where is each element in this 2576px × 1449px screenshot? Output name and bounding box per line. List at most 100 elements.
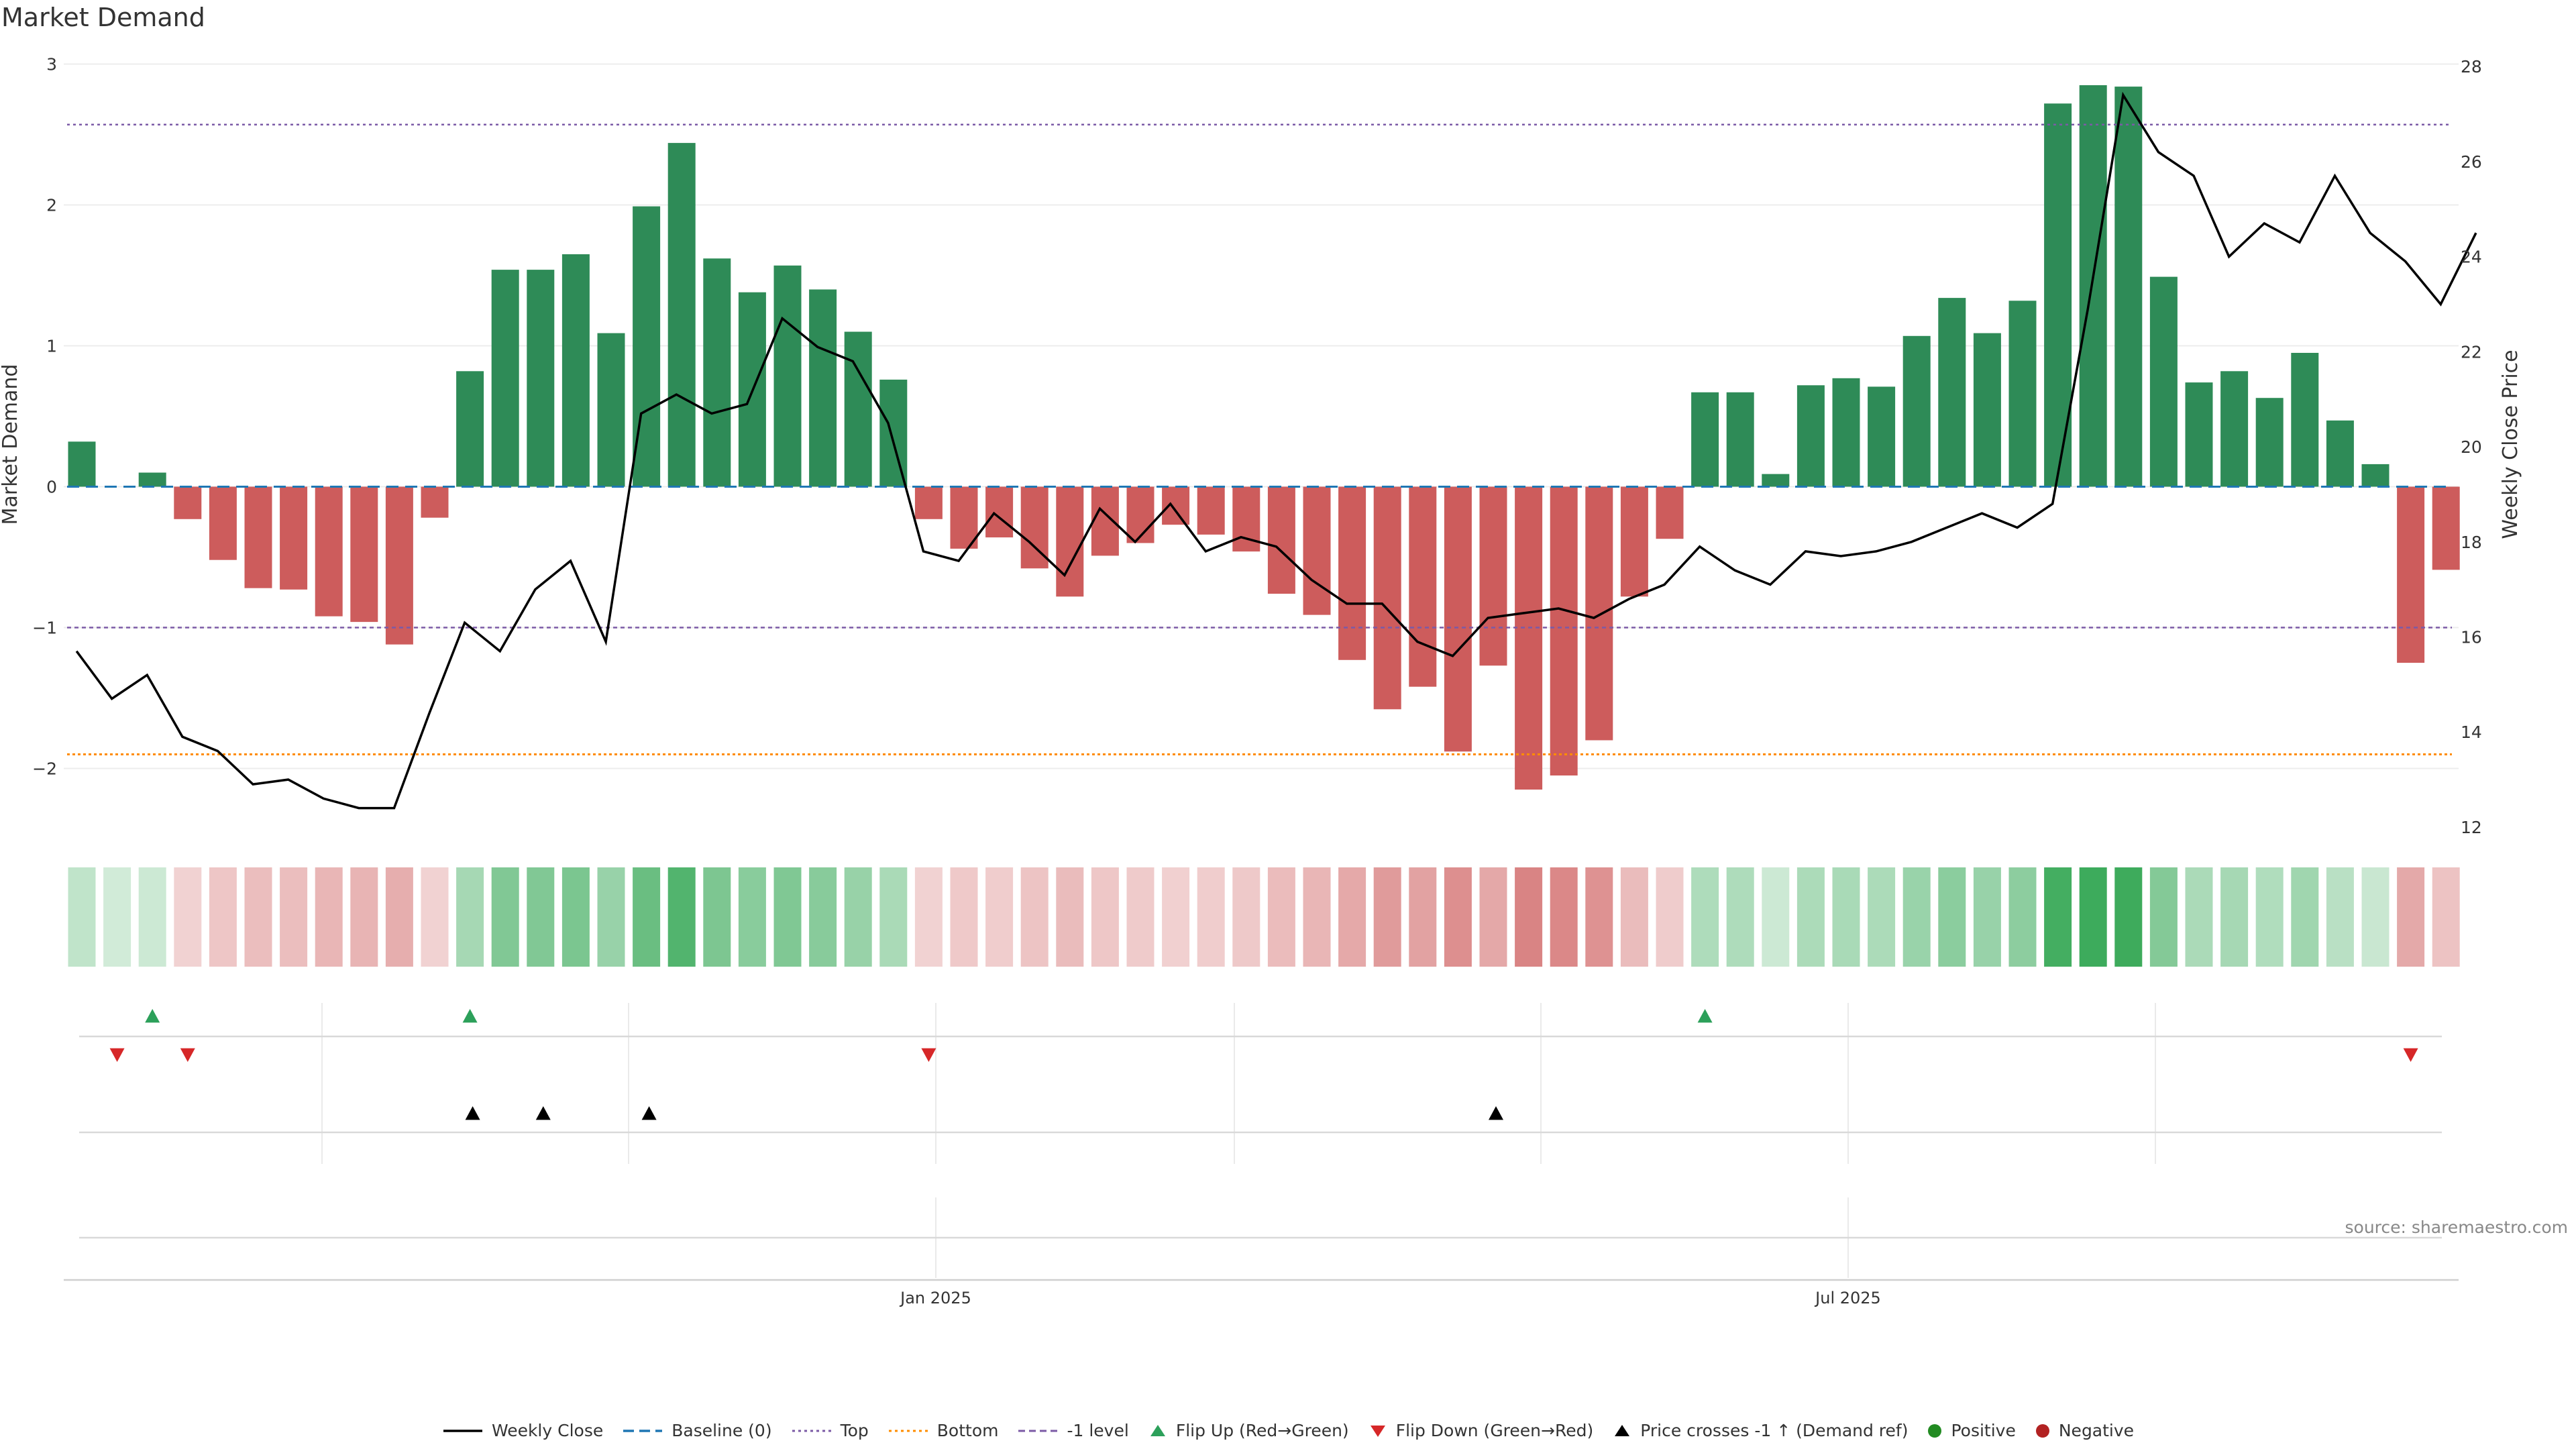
demand-bar-negative [1373, 486, 1401, 710]
heat-cell [2114, 867, 2143, 967]
heat-cell [950, 867, 978, 967]
axes: 3 2 1 0 −1 −2 28 26 24 22 20 18 16 14 12 Market Demand W… [0, 55, 2522, 1308]
heat-cell [209, 867, 237, 967]
heat-cell [2291, 867, 2319, 967]
demand-bar-positive [597, 333, 625, 487]
heat-cell [1479, 867, 1507, 967]
price-cross-marker [535, 1106, 551, 1120]
heat-cell [315, 867, 343, 967]
legend-flip-down: Flip Down (Green→Red) [1368, 1421, 1593, 1440]
demand-bar-negative [1303, 486, 1331, 615]
heat-cell [2149, 867, 2178, 967]
legend-positive: Positive [1927, 1421, 2016, 1440]
heat-cell [1126, 867, 1155, 967]
demand-bar-negative [1197, 486, 1225, 535]
demand-bar-negative [985, 486, 1014, 538]
demand-bar-negative [1479, 486, 1507, 666]
heat-cell [2397, 867, 2425, 967]
y-tick-label: 2 [46, 196, 57, 215]
y2-tick-label: 18 [2461, 533, 2482, 552]
legend-flip-up: Flip Up (Red→Green) [1148, 1421, 1349, 1440]
heat-cell [1691, 867, 1719, 967]
legend-weekly-close: Weekly Close [442, 1421, 603, 1440]
heat-cell [2079, 867, 2107, 967]
demand-bar-positive [527, 270, 555, 487]
heat-cell [667, 867, 696, 967]
event-markers [64, 1003, 2459, 1281]
heat-cell [703, 867, 731, 967]
price-cross-marker [1489, 1106, 1503, 1120]
demand-bar-positive [773, 265, 802, 487]
legend-label: Baseline (0) [672, 1421, 772, 1440]
heat-cell [421, 867, 449, 967]
heat-cell [1444, 867, 1472, 967]
demand-bar-negative [385, 486, 413, 645]
demand-bar-negative [914, 486, 943, 519]
y2-axis-title: Weekly Close Price [2499, 350, 2522, 539]
demand-bar-positive [1973, 333, 2001, 487]
demand-bar-negative [1056, 486, 1084, 597]
legend-bottom: Bottom [888, 1421, 999, 1440]
legend-label: Bottom [936, 1421, 999, 1440]
heat-cell [1232, 867, 1260, 967]
heat-cell [1868, 867, 1896, 967]
heat-cell [1762, 867, 1790, 967]
weekly-close-line [75, 91, 2477, 810]
flip-up-marker [462, 1009, 478, 1023]
demand-bar-positive [68, 441, 96, 487]
heat-cell [280, 867, 308, 967]
demand-bar-negative [1267, 486, 1295, 594]
flip-down-marker [180, 1048, 195, 1062]
demand-bar-positive [1902, 335, 1931, 487]
demand-bar-positive [703, 258, 731, 487]
heat-cell [174, 867, 202, 967]
heat-cell [2220, 867, 2249, 967]
price-cross-marker [641, 1106, 657, 1120]
heat-cell [1091, 867, 1119, 967]
heat-cell [1056, 867, 1084, 967]
heat-cell [1197, 867, 1225, 967]
demand-bar-positive [1868, 386, 1896, 487]
demand-bar-negative [2432, 486, 2460, 570]
demand-bar-negative [1162, 486, 1190, 525]
demand-bar-negative [244, 486, 272, 588]
triangle-up-icon [1612, 1423, 1632, 1439]
demand-bar-negative [1620, 486, 1648, 597]
demand-bar-positive [2008, 301, 2037, 487]
legend-top: Top [791, 1421, 869, 1440]
heat-cell [2432, 867, 2460, 967]
demand-bar-positive [2044, 103, 2072, 487]
y2-tick-label: 28 [2461, 57, 2482, 76]
y2-tick-label: 22 [2461, 342, 2482, 362]
heat-cell [2185, 867, 2213, 967]
reference-lines [67, 123, 2452, 755]
demand-bar-positive [1796, 385, 1825, 487]
heat-cell [1409, 867, 1437, 967]
demand-bar-negative [1126, 486, 1155, 543]
triangle-down-icon [1368, 1423, 1388, 1439]
heat-cell [2008, 867, 2037, 967]
heat-cell [1832, 867, 1860, 967]
y2-tick-label: 12 [2461, 818, 2482, 837]
heat-cell [385, 867, 413, 967]
heat-cell [1973, 867, 2001, 967]
demand-bar-positive [2185, 382, 2213, 487]
legend-label: Flip Up (Red→Green) [1175, 1421, 1349, 1440]
demand-bar-positive [667, 143, 696, 487]
y-tick-label: 3 [46, 55, 57, 74]
demand-bar-positive [456, 371, 484, 487]
heat-cell [597, 867, 625, 967]
heat-cell [1902, 867, 1931, 967]
legend-baseline: Baseline (0) [622, 1421, 772, 1440]
demand-bar-negative [1338, 486, 1366, 660]
heat-cell [456, 867, 484, 967]
heat-cell [1656, 867, 1684, 967]
demand-bar-positive [2255, 398, 2284, 487]
heat-cell [1796, 867, 1825, 967]
heat-cell [1162, 867, 1190, 967]
y-tick-label: −1 [32, 619, 57, 638]
legend: Weekly Close Baseline (0) Top Bottom -1 … [0, 1421, 2576, 1440]
y2-tick-label: 16 [2461, 627, 2482, 647]
heat-cell [2044, 867, 2072, 967]
demand-bar-negative [315, 486, 343, 616]
